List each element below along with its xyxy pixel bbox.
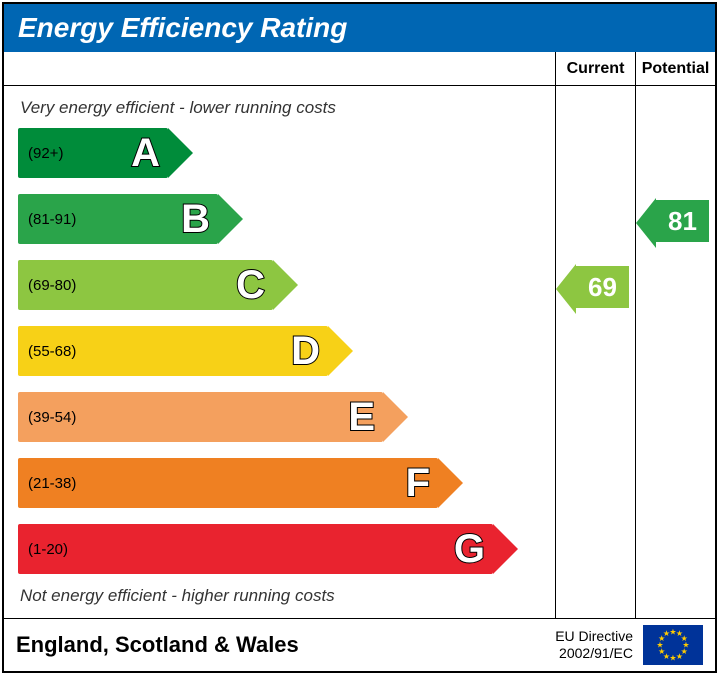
potential-value: 81 <box>668 206 697 237</box>
band-letter-g: G <box>454 527 485 572</box>
current-value: 69 <box>588 272 617 303</box>
band-bar-f: (21-38) F <box>18 458 438 508</box>
eu-flag-icon: ★★★★★★★★★★★★ <box>643 625 703 665</box>
band-row-d: (55-68) D <box>18 322 555 380</box>
region-text: England, Scotland & Wales <box>16 632 555 658</box>
band-range-b: (81-91) <box>28 211 76 228</box>
band-bar-d: (55-68) D <box>18 326 328 376</box>
epc-container: Energy Efficiency Rating Current Potenti… <box>2 2 717 673</box>
band-letter-c: C <box>236 263 265 308</box>
band-bar-a: (92+) A <box>18 128 168 178</box>
band-letter-a: A <box>131 131 160 176</box>
band-bar-b: (81-91) B <box>18 194 218 244</box>
potential-pointer: 81 <box>654 198 711 244</box>
band-range-g: (1-20) <box>28 541 68 558</box>
header-current: Current <box>555 52 635 85</box>
chart-area: Very energy efficient - lower running co… <box>4 86 715 618</box>
title-text: Energy Efficiency Rating <box>18 12 347 43</box>
title-bar: Energy Efficiency Rating <box>4 4 715 52</box>
potential-column: 81 <box>635 86 715 618</box>
band-bar-g: (1-20) G <box>18 524 493 574</box>
directive-line1: EU Directive <box>555 628 633 644</box>
band-range-e: (39-54) <box>28 409 76 426</box>
current-column: 69 <box>555 86 635 618</box>
column-header-row: Current Potential <box>4 52 715 86</box>
directive-text: EU Directive 2002/91/EC <box>555 628 633 662</box>
band-range-a: (92+) <box>28 145 63 162</box>
band-range-d: (55-68) <box>28 343 76 360</box>
directive-line2: 2002/91/EC <box>559 645 633 661</box>
band-row-b: (81-91) B <box>18 190 555 248</box>
top-caption: Very energy efficient - lower running co… <box>20 98 555 118</box>
band-letter-d: D <box>291 329 320 374</box>
bottom-caption: Not energy efficient - higher running co… <box>20 586 555 606</box>
band-letter-b: B <box>181 197 210 242</box>
band-row-f: (21-38) F <box>18 454 555 512</box>
band-range-f: (21-38) <box>28 475 76 492</box>
band-letter-e: E <box>348 395 375 440</box>
band-row-g: (1-20) G <box>18 520 555 578</box>
band-bar-c: (69-80) C <box>18 260 273 310</box>
current-pointer: 69 <box>574 264 631 310</box>
band-row-e: (39-54) E <box>18 388 555 446</box>
band-range-c: (69-80) <box>28 277 76 294</box>
header-spacer <box>4 52 555 85</box>
band-row-a: (92+) A <box>18 124 555 182</box>
band-letter-f: F <box>406 461 430 506</box>
header-potential: Potential <box>635 52 715 85</box>
bars-area: Very energy efficient - lower running co… <box>4 86 555 618</box>
band-bar-e: (39-54) E <box>18 392 383 442</box>
footer: England, Scotland & Wales EU Directive 2… <box>4 618 715 671</box>
band-row-c: (69-80) C <box>18 256 555 314</box>
